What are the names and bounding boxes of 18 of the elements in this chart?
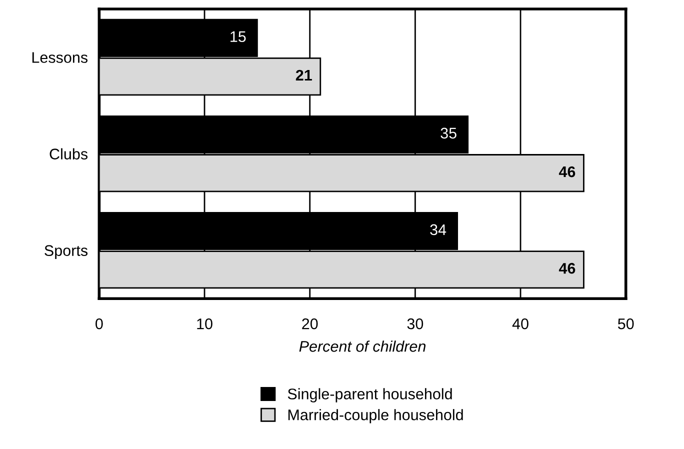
x-tick-label: 0 (96, 318, 103, 330)
data-label: 35 (440, 128, 456, 139)
x-tick-label: 20 (302, 318, 318, 330)
data-label: 15 (230, 31, 246, 42)
y-tick-label: Lessons (32, 52, 88, 63)
y-tick-label: Clubs (50, 148, 88, 160)
data-label: 34 (430, 224, 446, 236)
data-label: 46 (558, 166, 576, 178)
x-axis-title: Percent of children (299, 340, 426, 352)
x-tick-label: 10 (197, 318, 212, 330)
data-label: 46 (558, 262, 576, 274)
legend-label: Married-couple household (288, 409, 463, 424)
x-tick-label: 50 (618, 318, 634, 330)
x-tick-label: 30 (407, 318, 424, 330)
legend-label: Single-parent household (288, 388, 452, 402)
y-tick-label: Sports (44, 245, 88, 260)
x-tick-label: 40 (512, 318, 528, 330)
data-label: 21 (296, 70, 312, 81)
